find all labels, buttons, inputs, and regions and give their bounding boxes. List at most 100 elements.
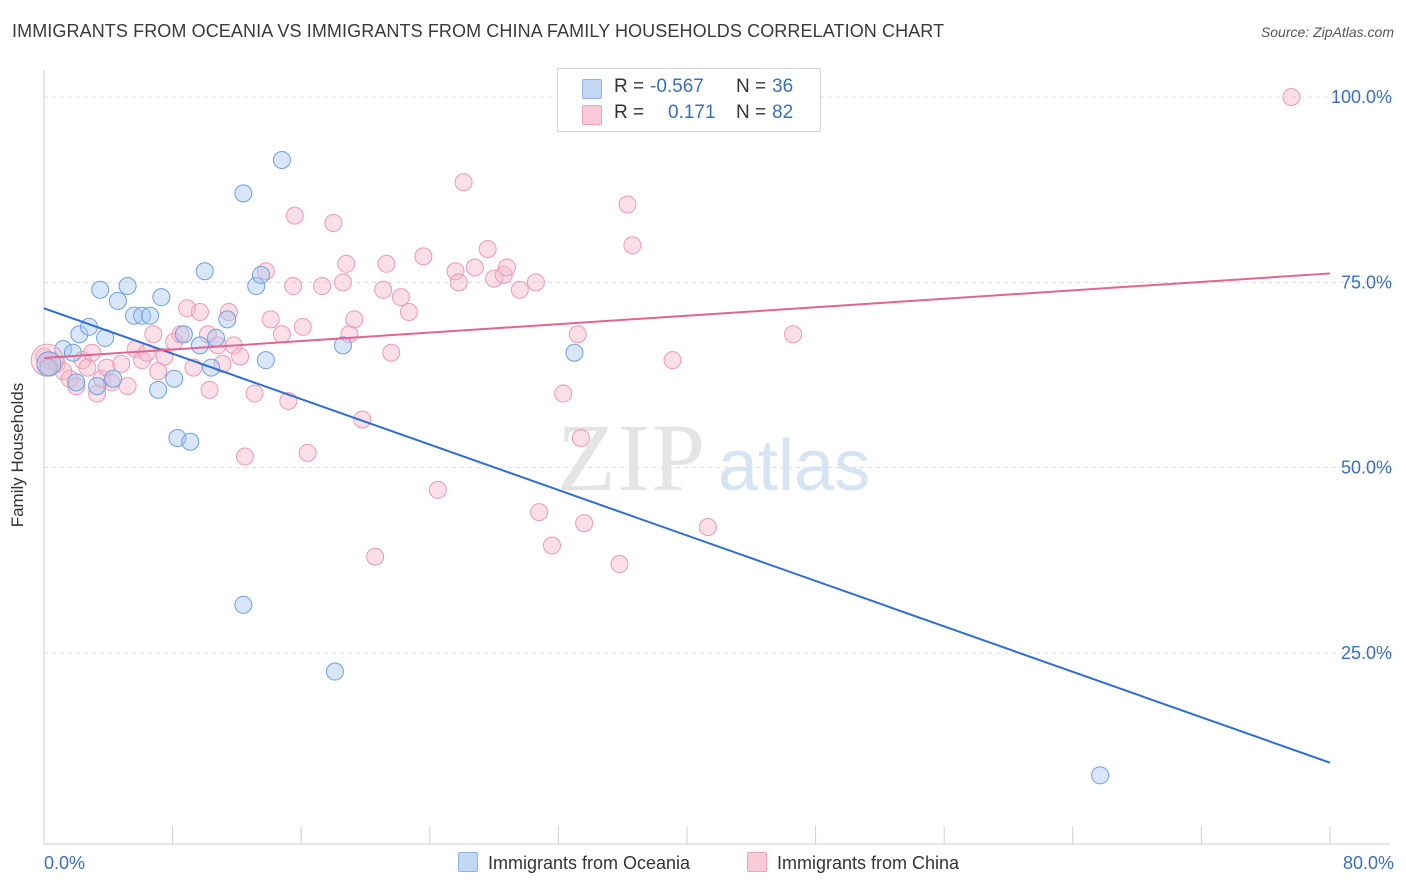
oceania-point-cluster (36, 351, 62, 377)
china-point (235, 447, 254, 466)
oceania-point (174, 325, 193, 344)
china-point (454, 173, 473, 192)
correlation-legend: R = -0.567 N = 36 R = 0.171 N = 82 (557, 68, 821, 132)
y-tick-label: 25.0% (1341, 643, 1392, 663)
oceania-point (256, 351, 275, 370)
china-point (200, 380, 219, 399)
oceania-point (70, 325, 89, 344)
china-point (784, 325, 803, 344)
china-point (88, 384, 107, 403)
china-point (78, 358, 97, 377)
china-point (97, 358, 116, 377)
watermark-zip: ZIP (557, 404, 707, 511)
legend-r-label: R = (614, 76, 645, 97)
bottom-legend-swatch-oceania (458, 852, 478, 872)
china-point (144, 325, 163, 344)
china-point (510, 280, 529, 299)
china-point (118, 377, 137, 396)
china-point (1282, 88, 1301, 106)
oceania-point (218, 310, 237, 329)
y-tick-label: 75.0% (1341, 272, 1392, 292)
china-point (542, 536, 561, 555)
legend-n-label: N = (736, 102, 767, 123)
y-tick-label: 50.0% (1341, 458, 1392, 478)
legend-r-label: R = (614, 102, 645, 123)
china-point (337, 254, 356, 273)
oceania-point (104, 369, 123, 388)
china-point (261, 310, 280, 329)
china-point (83, 343, 102, 362)
china-point (446, 262, 465, 281)
legend-n-label: N = (736, 76, 767, 97)
y-tick-label: 100.0% (1331, 87, 1392, 107)
china-trend-line (43, 272, 1331, 359)
china-point (353, 410, 372, 429)
oceania-point (108, 291, 127, 310)
china-point (219, 302, 238, 321)
bottom-legend-label-oceania: Immigrants from Oceania (488, 853, 691, 873)
china-point (190, 302, 209, 321)
oceania-point (118, 277, 137, 296)
china-point (575, 514, 594, 533)
china-point (382, 343, 401, 362)
legend-swatch-oceania (582, 79, 602, 99)
china-point (571, 429, 590, 448)
china-point (428, 480, 447, 499)
oceania-point (152, 288, 171, 307)
china-point (285, 206, 304, 225)
china-point (610, 555, 629, 574)
oceania-point (91, 280, 110, 299)
chart-title: IMMIGRANTS FROM OCEANIA VS IMMIGRANTS FR… (12, 21, 945, 41)
oceania-point (190, 336, 209, 355)
oceania-point (234, 595, 253, 614)
legend-swatch-china (582, 105, 602, 125)
china-point (618, 195, 637, 214)
oceania-point (181, 432, 200, 451)
oceania-point (141, 306, 160, 325)
china-point (231, 347, 250, 366)
grid-lines (44, 96, 1390, 654)
china-point (526, 273, 545, 292)
watermark-atlas: atlas (718, 426, 870, 506)
china-point (399, 302, 418, 321)
x-tick-label-min: 0.0% (44, 853, 85, 873)
oceania-point (67, 373, 86, 392)
data-points (30, 88, 1301, 785)
china-point (256, 262, 275, 281)
china-point (478, 239, 497, 258)
oceania-point (565, 343, 584, 362)
tick-labels: 25.0% 50.0% 75.0% 100.0% 0.0% 80.0% (44, 87, 1394, 873)
china-point (414, 247, 433, 266)
oceania-point (149, 380, 168, 399)
china-point (313, 277, 332, 296)
oceania-point (1091, 766, 1110, 785)
bottom-legend-label-china: Immigrants from China (777, 853, 960, 873)
china-point (293, 317, 312, 336)
oceania-point (333, 336, 352, 355)
oceania-point (252, 265, 271, 284)
bottom-legend-swatch-china (747, 852, 767, 872)
china-point (333, 273, 352, 292)
legend-n-value: 82 (772, 102, 794, 123)
trend-lines (43, 272, 1331, 764)
china-point (245, 384, 264, 403)
china-point (530, 503, 549, 522)
china-point (374, 280, 393, 299)
legend-n-value: 36 (772, 76, 794, 97)
china-point (345, 310, 364, 329)
oceania-point (234, 184, 253, 203)
oceania-point (207, 328, 226, 347)
china-point (284, 277, 303, 296)
china-point (272, 325, 291, 344)
china-point (67, 377, 86, 396)
x-tick-label-max: 80.0% (1343, 853, 1394, 873)
oceania-trend-line (43, 307, 1331, 764)
china-point (497, 258, 516, 277)
china-point (391, 288, 410, 307)
china-point (298, 443, 317, 462)
axes (43, 70, 1390, 845)
china-point (449, 273, 468, 292)
china-point (112, 354, 131, 373)
china-point (554, 384, 573, 403)
